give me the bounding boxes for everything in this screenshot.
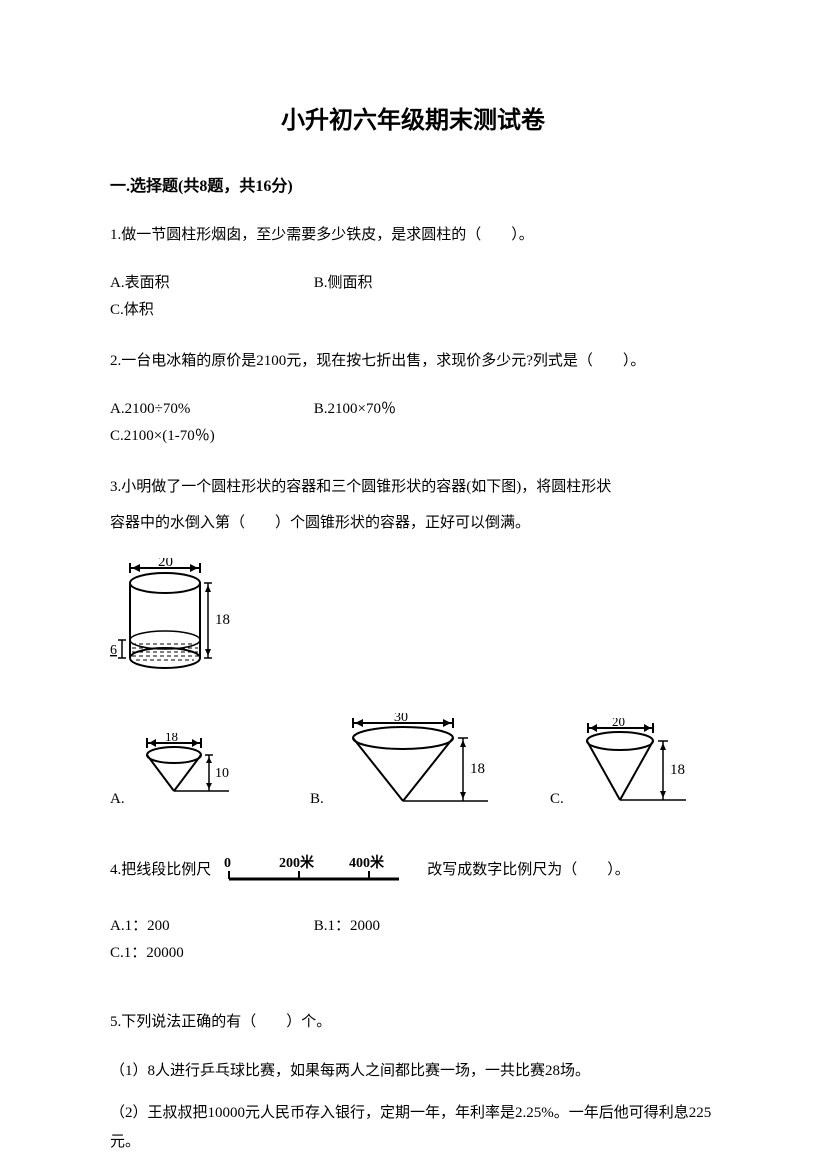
q4-opt-a: A.1：200 [110,913,310,940]
q2-opt-b: B.2100×70％ [314,396,534,423]
svg-text:0: 0 [224,856,231,871]
svg-text:400米: 400米 [349,854,385,871]
q5-statement-2: （2）王叔叔把10000元人民币存入银行，定期一年，年利率是2.25%。一年后他… [110,1099,716,1156]
cyl-top-label: 20 [158,558,173,570]
q4-opt-c: C.1：20000 [110,940,290,967]
question-1: 1.做一节圆柱形烟囱，至少需要多少铁皮，是求圆柱的（ ）。 [110,220,716,250]
cylinder-diagram: 20 18 6 [110,558,716,689]
cone-c-item: C. 20 18 [550,718,708,813]
cone-b-label: B. [310,786,324,813]
svg-text:200米: 200米 [279,854,315,871]
svg-text:18: 18 [165,733,178,744]
svg-text:18: 18 [670,762,685,778]
q5-statement-1: （1）8人进行乒乓球比赛，如果每两人之间都比赛一场，一共比赛28场。 [110,1057,716,1086]
question-3-line2: 容器中的水倒入第（ ）个圆锥形状的容器，正好可以倒满。 [110,508,716,538]
q1-opt-c: C.体积 [110,297,290,324]
question-3-line1: 3.小明做了一个圆柱形状的容器和三个圆锥形状的容器(如下图)，将圆柱形状 [110,472,716,502]
q1-opt-a: A.表面积 [110,270,310,297]
q2-opt-c: C.2100×(1-70％) [110,423,290,450]
cone-c-label: C. [550,786,564,813]
q2-opt-a: A.2100÷70% [110,396,310,423]
question-4-options: A.1：200 B.1：2000 C.1：20000 [110,913,716,967]
cone-b-item: B. 30 18 [310,713,540,813]
question-2: 2.一台电冰箱的原价是2100元，现在按七折出售，求现价多少元?列式是（ ）。 [110,346,716,376]
svg-text:30: 30 [394,713,408,725]
q4-before: 4.把线段比例尺 [110,857,211,884]
cone-options-row: A. 18 10 B. 30 [110,713,716,813]
cone-a-item: A. 18 10 [110,733,300,813]
question-4: 4.把线段比例尺 0 200米 400米 改写成数字比例尺为（ ）。 [110,853,716,889]
exam-title: 小升初六年级期末测试卷 [110,100,716,143]
svg-text:10: 10 [215,766,229,781]
scale-diagram: 0 200米 400米 [219,853,409,889]
q1-opt-b: B.侧面积 [314,270,534,297]
question-5: 5.下列说法正确的有（ ）个。 [110,1007,716,1037]
question-1-options: A.表面积 B.侧面积 C.体积 [110,270,716,324]
q4-opt-b: B.1：2000 [314,913,534,940]
svg-text:20: 20 [612,718,625,729]
question-2-options: A.2100÷70% B.2100×70％ C.2100×(1-70％) [110,396,716,450]
cyl-height-label: 18 [215,612,230,628]
section-header: 一.选择题(共8题，共16分) [110,173,716,202]
cone-a-label: A. [110,786,125,813]
q4-after: 改写成数字比例尺为（ ）。 [427,857,630,884]
svg-text:18: 18 [470,761,485,777]
cyl-water-label: 6 [110,643,117,658]
